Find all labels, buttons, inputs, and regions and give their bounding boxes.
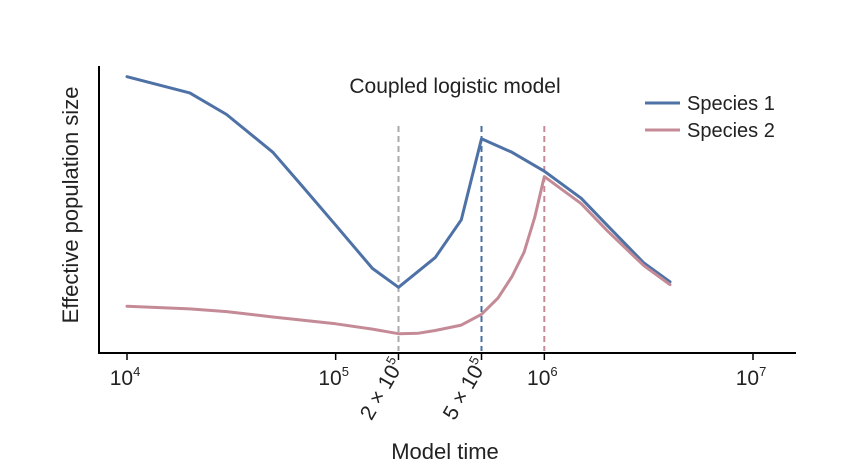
x-tick-label: 106: [527, 364, 558, 390]
legend-label-species-1: Species 1: [687, 93, 775, 115]
series-line-species-2: [125, 175, 672, 336]
series-line-species-1: [125, 75, 672, 289]
y-axis-title: Effective population size: [58, 87, 83, 324]
legend: Species 1 Species 2: [645, 93, 775, 142]
x-ticks: 104 105 106 107 2 × 105 5 × 105: [110, 353, 767, 424]
legend-label-species-2: Species 2: [687, 120, 775, 142]
x-tick-label: 104: [110, 364, 141, 390]
reference-lines: [397, 126, 546, 351]
x-annotation-tick-label: 5 × 105: [436, 354, 492, 424]
series-lines: [125, 75, 672, 336]
x-tick-label: 105: [318, 364, 349, 390]
x-axis-title: Model time: [391, 439, 499, 464]
x-annotation-tick-label: 2 × 105: [353, 354, 409, 424]
x-tick-label: 107: [736, 364, 767, 390]
chart-title: Coupled logistic model: [349, 75, 560, 98]
